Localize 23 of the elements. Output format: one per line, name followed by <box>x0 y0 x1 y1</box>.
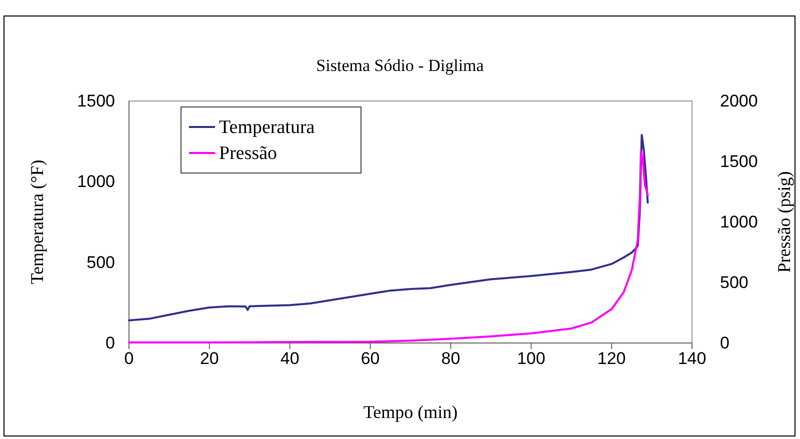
x-tick-label: 80 <box>441 349 460 368</box>
x-tick-label: 60 <box>360 349 380 368</box>
y2-axis-title: Pressão (psig) <box>774 171 794 273</box>
x-tick-label: 20 <box>200 349 219 368</box>
legend-label: Temperatura <box>219 117 316 138</box>
y2-tick-label: 2000 <box>720 91 758 110</box>
chart-title: Sistema Sódio - Diglima <box>316 56 484 75</box>
y-tick-label: 0 <box>106 333 115 352</box>
y-tick-label: 1500 <box>77 91 115 110</box>
y-tick-label: 500 <box>86 252 115 272</box>
y-tick-label: 1000 <box>77 172 115 192</box>
x-tick-label: 120 <box>597 349 626 368</box>
y-axis-title: Temperatura (°F) <box>27 160 47 284</box>
y2-tick-label: 1000 <box>720 212 758 232</box>
x-tick-label: 100 <box>516 349 546 368</box>
legend-label: Pressão <box>219 143 278 164</box>
y2-tick-label: 0 <box>720 333 730 352</box>
x-tick-label: 0 <box>124 349 134 368</box>
x-tick-label: 140 <box>678 349 706 368</box>
y2-tick-label: 500 <box>720 272 748 292</box>
y2-tick-label: 1500 <box>720 152 758 171</box>
x-axis-title: Tempo (min) <box>363 402 458 422</box>
x-tick-label: 40 <box>280 349 300 368</box>
